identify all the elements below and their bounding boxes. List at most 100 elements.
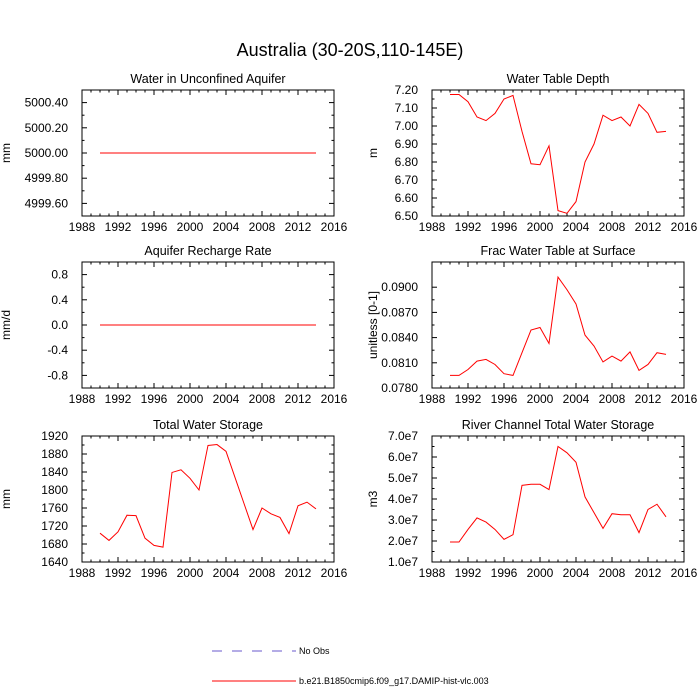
legend: No Obs b.e21.B1850cmip6.f09_g17.DAMIP-his… — [212, 646, 489, 686]
plot-frame — [431, 435, 685, 563]
series-line-1 — [450, 445, 667, 543]
x-tick-label: 1988 — [419, 566, 446, 580]
y-tick-label: 6.0e7 — [388, 450, 418, 464]
y-tick-label: 5000.20 — [25, 121, 69, 135]
y-tick-label: 7.00 — [395, 119, 419, 133]
y-axis-label: mm — [0, 143, 13, 163]
y-tick-label: 6.70 — [395, 173, 419, 187]
panel-title: Water Table Depth — [507, 72, 610, 86]
y-tick-label: 1.0e7 — [388, 555, 418, 569]
y-tick-label: 5000.00 — [25, 146, 69, 160]
y-tick-label: 1680 — [41, 537, 68, 551]
x-tick-label: 2000 — [527, 566, 554, 580]
y-axis-label: m3 — [366, 490, 380, 507]
y-tick-label: 1840 — [41, 465, 68, 479]
x-tick-label: 1992 — [105, 566, 132, 580]
x-tick-label: 2008 — [249, 220, 276, 234]
x-tick-label: 2012 — [285, 220, 312, 234]
panel-5: Total Water Storage 1988 1992 1996 2000 2004 2… — [0, 418, 348, 580]
series-line-1 — [450, 275, 667, 376]
x-tick-label: 2000 — [177, 220, 204, 234]
x-tick-label: 2008 — [249, 392, 276, 406]
y-tick-label: 0.0870 — [381, 305, 418, 319]
y-tick-label: 6.80 — [395, 155, 419, 169]
y-tick-label: 5000.40 — [25, 96, 69, 110]
y-axis-label: m — [366, 148, 380, 158]
x-tick-label: 1996 — [141, 566, 168, 580]
y-tick-label: 6.60 — [395, 191, 419, 205]
x-tick-label: 1992 — [105, 220, 132, 234]
x-tick-label: 1988 — [69, 220, 96, 234]
x-tick-label: 2004 — [213, 220, 240, 234]
y-tick-label: 0.8 — [51, 268, 68, 282]
x-tick-label: 2016 — [321, 392, 348, 406]
y-tick-label: 6.50 — [395, 209, 419, 223]
y-tick-label: 0.0900 — [381, 280, 418, 294]
x-tick-label: 2016 — [321, 220, 348, 234]
y-tick-label: 1640 — [41, 555, 68, 569]
legend-label: b.e21.B1850cmip6.f09_g17.DAMIP-hist-vlc.… — [299, 676, 489, 686]
series-line-1 — [99, 444, 317, 548]
y-tick-label: 0.0 — [51, 318, 68, 332]
x-tick-label: 2004 — [213, 566, 240, 580]
panels: Water in Unconfined Aquifer 1988 1992 1996 2… — [0, 72, 698, 580]
panel-2: Water Table Depth 1988 1992 1996 2000 2004 200… — [366, 72, 698, 234]
y-tick-label: 4999.80 — [25, 171, 69, 185]
y-tick-label: 1880 — [41, 447, 68, 461]
y-tick-label: 7.0e7 — [388, 429, 418, 443]
panel-6: River Channel Total Water Storage 1988 199… — [366, 418, 698, 580]
x-tick-label: 2008 — [599, 220, 626, 234]
x-tick-label: 2008 — [599, 566, 626, 580]
series-line-1 — [450, 94, 667, 214]
x-tick-label: 2004 — [563, 392, 590, 406]
x-tick-label: 1988 — [419, 220, 446, 234]
x-tick-label: 1992 — [455, 566, 482, 580]
x-tick-label: 2000 — [177, 392, 204, 406]
plot-frame — [81, 435, 335, 563]
plot-frame — [431, 261, 685, 389]
x-tick-label: 1996 — [491, 392, 518, 406]
x-tick-label: 2000 — [177, 566, 204, 580]
y-tick-label: 4.0e7 — [388, 492, 418, 506]
legend-item-1: No Obs — [212, 646, 330, 656]
x-tick-label: 1992 — [455, 392, 482, 406]
x-tick-label: 1996 — [491, 566, 518, 580]
x-tick-label: 2004 — [213, 392, 240, 406]
x-tick-label: 2012 — [635, 392, 662, 406]
x-tick-label: 2004 — [563, 220, 590, 234]
y-tick-label: 0.4 — [51, 293, 68, 307]
x-tick-label: 1988 — [419, 392, 446, 406]
x-tick-label: 1992 — [105, 392, 132, 406]
panel-4: Frac Water Table at Surface 1988 1992 1996 2… — [366, 244, 698, 406]
x-tick-label: 2012 — [285, 392, 312, 406]
y-tick-label: 0.0840 — [381, 331, 418, 345]
x-tick-label: 2016 — [671, 566, 698, 580]
x-tick-label: 2016 — [671, 392, 698, 406]
x-tick-label: 2000 — [527, 392, 554, 406]
y-axis-label: mm — [0, 489, 13, 509]
figure-title: Australia (30-20S,110-145E) — [237, 40, 464, 60]
panel-title: River Channel Total Water Storage — [462, 418, 655, 432]
legend-item-2: b.e21.B1850cmip6.f09_g17.DAMIP-hist-vlc.… — [212, 676, 489, 686]
y-tick-label: 4999.60 — [25, 196, 69, 210]
x-tick-label: 2000 — [527, 220, 554, 234]
y-tick-label: 6.90 — [395, 137, 419, 151]
x-tick-label: 2004 — [563, 566, 590, 580]
y-tick-label: 2.0e7 — [388, 534, 418, 548]
x-tick-label: 2008 — [249, 566, 276, 580]
x-tick-label: 1988 — [69, 392, 96, 406]
y-tick-label: 3.0e7 — [388, 513, 418, 527]
y-tick-label: 1800 — [41, 483, 68, 497]
y-tick-label: 1720 — [41, 519, 68, 533]
y-tick-label: 0.0810 — [381, 356, 418, 370]
y-axis-label: unitless [0-1] — [366, 291, 380, 359]
x-tick-label: 2016 — [671, 220, 698, 234]
y-tick-label: 7.10 — [395, 101, 419, 115]
y-tick-label: 7.20 — [395, 83, 419, 97]
x-tick-label: 2016 — [321, 566, 348, 580]
panel-title: Total Water Storage — [153, 418, 263, 432]
plot-frame — [431, 89, 685, 217]
y-axis-label: mm/d — [0, 310, 13, 340]
x-tick-label: 1996 — [141, 392, 168, 406]
